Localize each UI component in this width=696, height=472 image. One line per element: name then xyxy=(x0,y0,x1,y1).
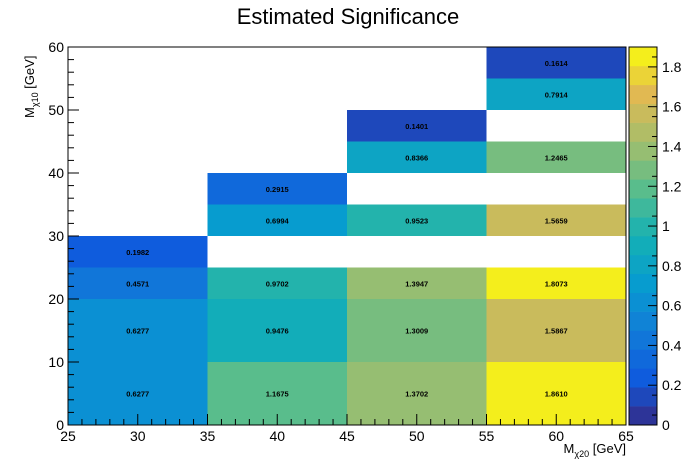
y-tick-label: 10 xyxy=(48,354,64,370)
colorbar-tick-label: 0.8 xyxy=(662,258,682,274)
colorbar-tick-label: 1 xyxy=(662,218,670,234)
heatmap-cell xyxy=(68,299,208,362)
x-tick-label: 40 xyxy=(269,428,285,444)
cell-value-label: 1.8610 xyxy=(545,390,568,399)
cell-value-label: 1.1675 xyxy=(266,390,289,399)
cell-value-label: 0.9702 xyxy=(266,279,289,288)
colorbar-segment xyxy=(629,292,657,312)
cell-value-label: 0.6277 xyxy=(126,390,149,399)
colorbar-tick-label: 1.8 xyxy=(662,59,682,75)
x-tick-label: 60 xyxy=(548,428,564,444)
cell-value-label: 0.2915 xyxy=(266,185,289,194)
x-tick-label: 35 xyxy=(200,428,216,444)
cell-value-label: 0.9476 xyxy=(266,327,289,336)
cell-value-label: 0.8366 xyxy=(405,153,428,162)
colorbar-tick-label: 0 xyxy=(662,417,670,433)
colorbar-segment xyxy=(629,65,657,86)
colorbar-segment xyxy=(629,141,657,161)
heatmap-cell xyxy=(347,141,487,173)
colorbar-segment xyxy=(629,47,657,67)
y-tick-label: 30 xyxy=(48,228,64,244)
heatmap-cells xyxy=(68,47,626,425)
colorbar-segment xyxy=(629,273,657,293)
heatmap-cell xyxy=(486,299,626,362)
cell-value-label: 1.8073 xyxy=(545,279,568,288)
colorbar-tick-label: 1.6 xyxy=(662,99,682,115)
heatmap-cell xyxy=(347,299,487,362)
colorbar: 0 0.2 0.4 0.6 0.8 1 1.2 1.4 1.6 1.8 xyxy=(628,46,682,433)
heatmap-cell xyxy=(486,47,626,79)
colorbar-segment xyxy=(629,103,657,123)
heatmap-cell xyxy=(347,267,487,299)
cell-value-label: 0.6994 xyxy=(266,216,290,225)
y-axis-label: Mχ10 [GeV] xyxy=(22,56,40,118)
cell-value-label: 1.3009 xyxy=(405,327,428,336)
chart-title: Estimated Significance xyxy=(237,4,460,29)
colorbar-segment xyxy=(629,236,657,256)
y-tick-label: 0 xyxy=(56,417,64,433)
colorbar-segment xyxy=(629,387,657,407)
cell-value-label: 1.2465 xyxy=(545,153,568,162)
heatmap-cell xyxy=(68,236,208,268)
x-tick-label: 30 xyxy=(130,428,146,444)
y-tick-label: 20 xyxy=(48,291,64,307)
colorbar-segment xyxy=(629,368,657,388)
cell-value-label: 0.6277 xyxy=(126,327,149,336)
colorbar-segment xyxy=(629,198,657,218)
y-tick-label: 50 xyxy=(48,102,64,118)
axes: 25 30 35 40 45 50 55 60 65 0 10 20 30 40 50 60 xyxy=(48,39,634,444)
colorbar-segment xyxy=(629,349,657,369)
x-tick-label: 55 xyxy=(479,428,495,444)
cell-value-label: 0.9523 xyxy=(405,216,428,225)
cell-value-label: 0.7914 xyxy=(545,90,569,99)
x-tick-label: 50 xyxy=(409,428,425,444)
heatmap-cell xyxy=(207,204,347,236)
colorbar-tick-label: 0.2 xyxy=(662,377,682,393)
colorbar-segment xyxy=(629,254,657,275)
heatmap-cell xyxy=(347,110,487,142)
y-tick-label: 60 xyxy=(48,39,64,55)
cell-value-label: 0.1401 xyxy=(405,122,428,131)
cell-value-label: 1.3702 xyxy=(405,390,428,399)
colorbar-segment xyxy=(629,122,657,142)
cell-value-label: 0.1982 xyxy=(126,248,149,257)
colorbar-segment xyxy=(629,179,657,199)
heatmap-cell xyxy=(347,204,487,236)
heatmap-cell xyxy=(68,267,208,299)
heatmap-cell-labels: 0.6277 0.6277 0.4571 0.1982 1.1675 0.9476 0.97… xyxy=(126,59,568,399)
colorbar-segment xyxy=(629,330,657,350)
colorbar-tick-label: 1.2 xyxy=(662,178,682,194)
heatmap-cell xyxy=(207,173,347,205)
x-axis-label: Mχ20 [GeV] xyxy=(564,441,626,459)
colorbar-tick-label: 0.4 xyxy=(662,337,682,353)
y-tick-label: 40 xyxy=(48,165,64,181)
cell-value-label: 1.5659 xyxy=(545,216,568,225)
cell-value-label: 0.1614 xyxy=(545,59,569,68)
colorbar-segment xyxy=(629,84,657,104)
cell-value-label: 1.3947 xyxy=(405,279,428,288)
x-tick-label: 25 xyxy=(60,428,76,444)
cell-value-label: 0.4571 xyxy=(126,279,149,288)
colorbar-segment xyxy=(629,217,657,237)
heatmap-cell xyxy=(486,141,626,173)
cell-value-label: 1.5867 xyxy=(545,327,568,336)
heatmap-cell xyxy=(486,204,626,236)
colorbar-segment xyxy=(629,406,657,426)
colorbar-tick-label: 0.6 xyxy=(662,298,682,314)
colorbar-segment xyxy=(629,311,657,331)
colorbar-tick-label: 1.4 xyxy=(662,138,682,154)
colorbar-segment xyxy=(629,160,657,180)
x-tick-label: 45 xyxy=(339,428,355,444)
heatmap-cell xyxy=(486,267,626,299)
heatmap-cell xyxy=(486,78,626,110)
heatmap-cell xyxy=(207,267,347,299)
x-tick-label: 65 xyxy=(618,428,634,444)
heatmap-cell xyxy=(207,299,347,362)
